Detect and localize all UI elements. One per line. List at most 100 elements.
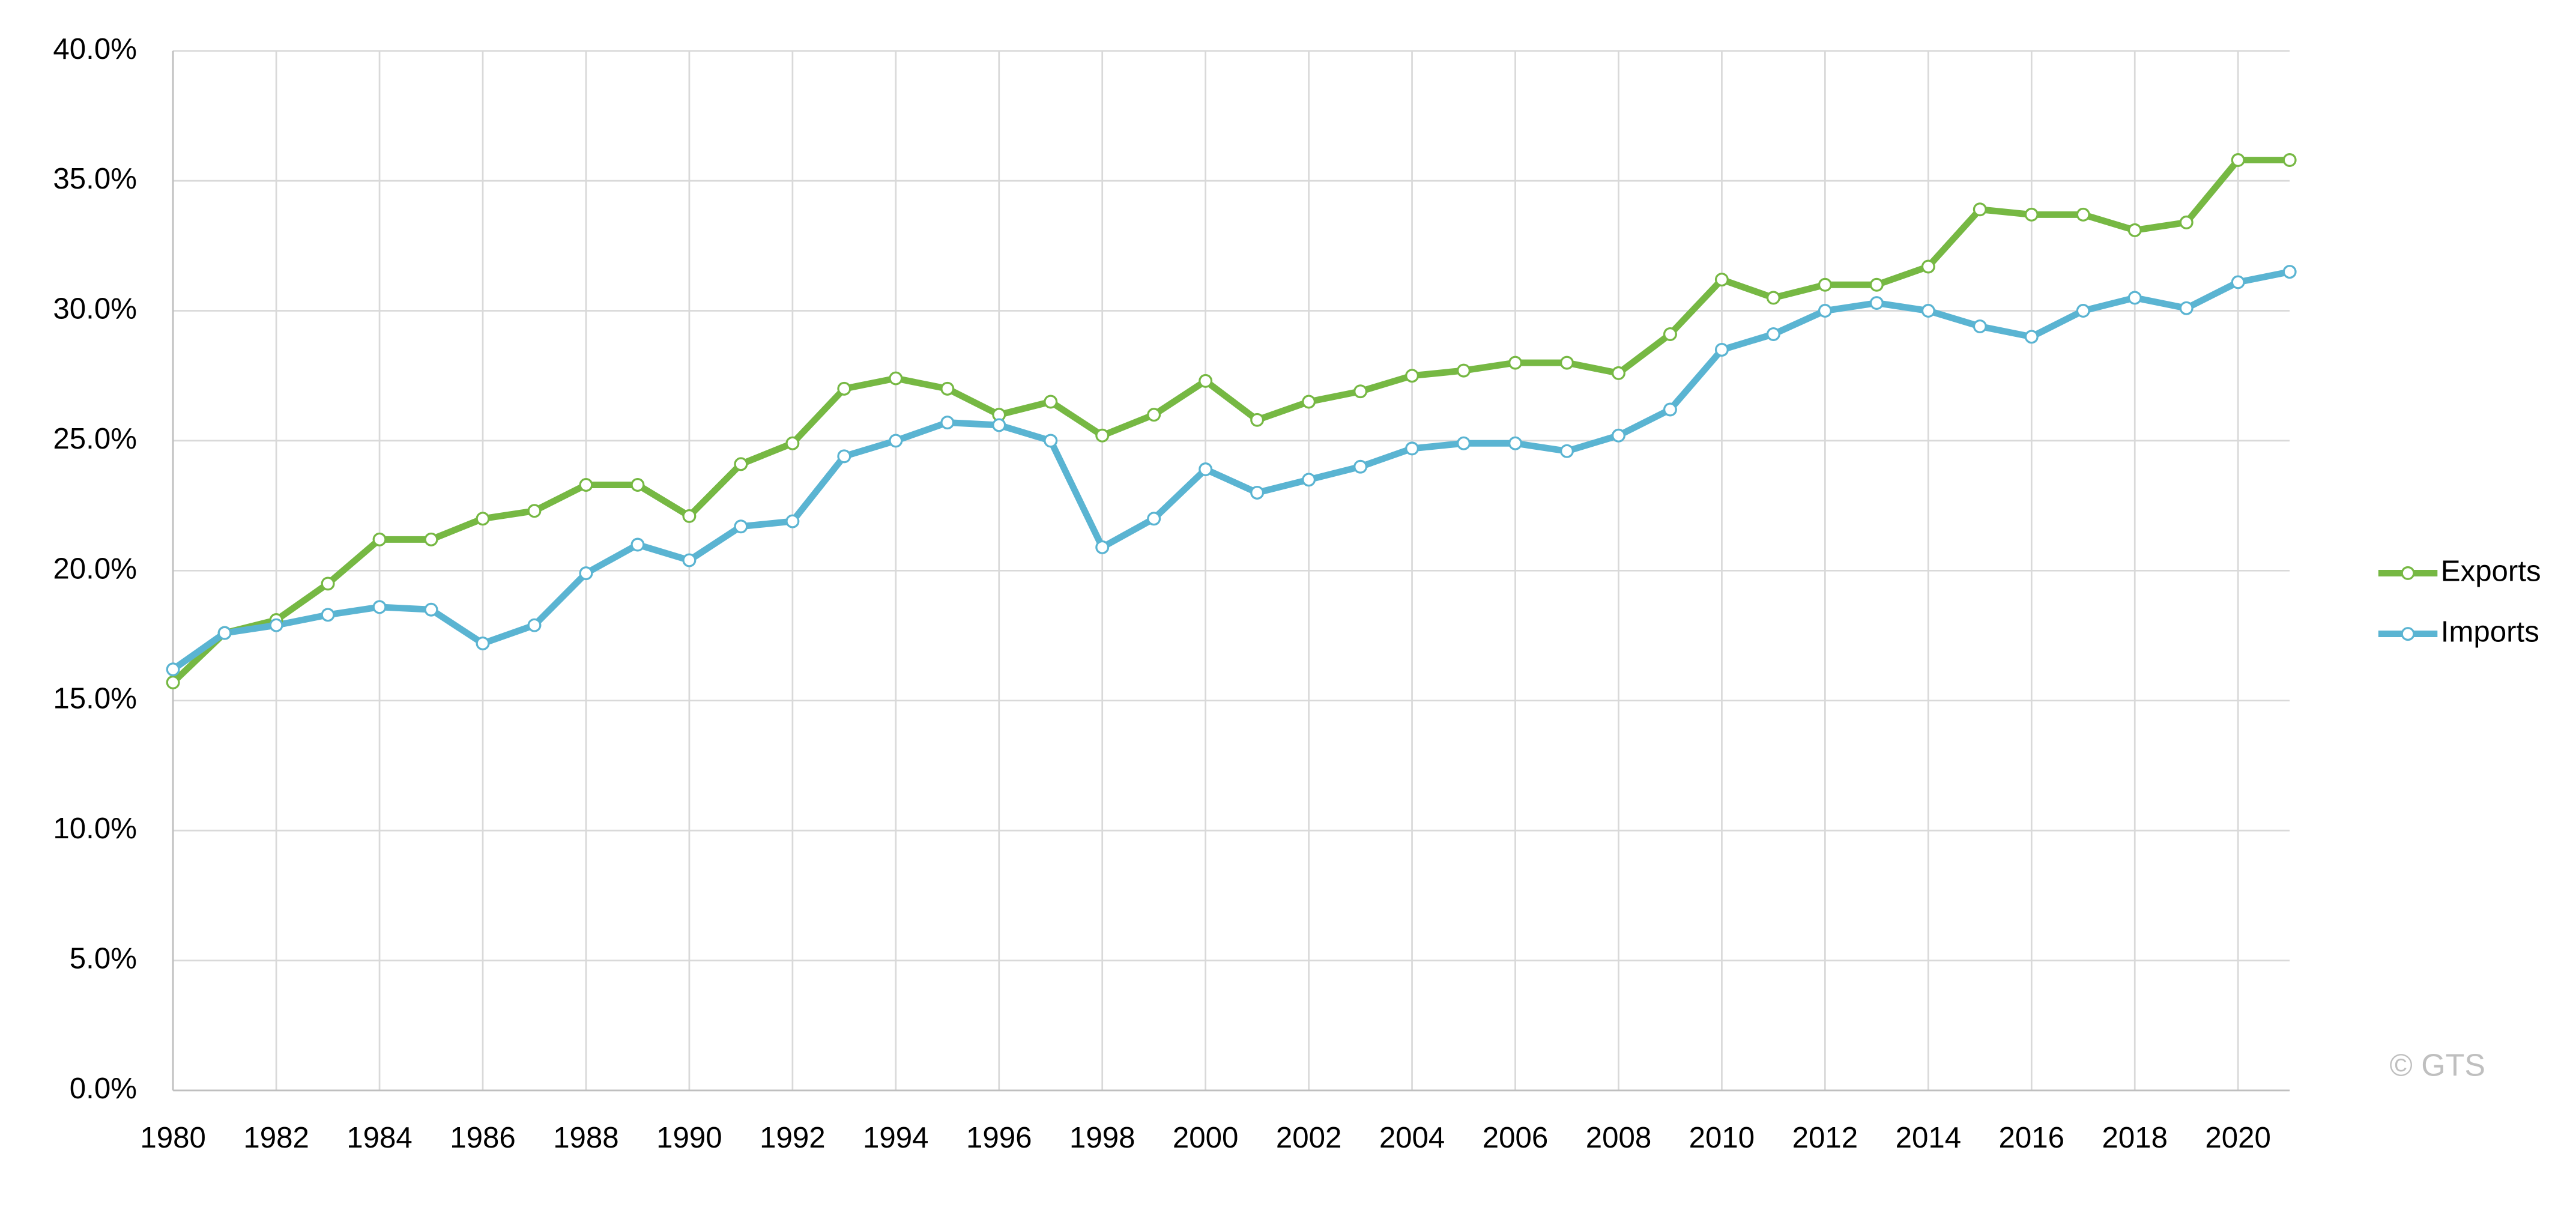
data-point [2231,275,2245,289]
watermark: © GTS [2390,1048,2485,1083]
data-point [889,371,903,386]
data-point [940,416,955,430]
x-tick-label: 1990 [656,1121,722,1154]
data-point [1250,413,1265,427]
data-point [1663,402,1677,417]
data-point [1818,277,1832,292]
data-point [1405,441,1420,456]
data-point [1250,485,1265,500]
data-point [1457,363,1471,378]
data-point [682,553,697,567]
data-point [2179,215,2194,229]
data-point [1095,540,1110,554]
data-point [269,618,283,632]
x-tick-label: 1980 [140,1121,206,1154]
data-point [785,436,800,450]
data-point [1095,428,1110,443]
data-point [1508,436,1523,450]
legend-marker [2401,566,2415,580]
data-point [630,478,645,492]
x-tick-label: 2004 [1379,1121,1445,1154]
data-point [1611,366,1625,380]
data-point [579,478,593,492]
x-tick-label: 2002 [1276,1121,1342,1154]
data-point [1044,434,1058,448]
data-point [1147,512,1161,526]
data-point [1199,374,1213,388]
data-point [424,602,438,617]
legend-label: Imports [2441,616,2539,649]
data-point [1199,462,1213,477]
data-point [2179,301,2194,315]
data-point [1921,259,1935,274]
x-tick-label: 2006 [1483,1121,1549,1154]
data-point [1869,296,1884,310]
data-point [1353,459,1368,474]
data-point [2282,265,2297,279]
data-point [1353,384,1368,399]
data-point [837,449,851,464]
data-point [630,537,645,552]
data-point [992,418,1006,432]
data-point [217,626,232,640]
data-point [1766,291,1780,305]
x-tick-label: 2010 [1689,1121,1755,1154]
legend-label: Exports [2441,554,2541,587]
data-point [1869,277,1884,292]
data-point [2231,153,2245,168]
data-point [424,532,438,546]
data-point [1766,327,1780,341]
data-point [1044,395,1058,409]
y-tick-label: 10.0% [53,812,137,845]
data-point [1560,444,1574,458]
data-point [1818,304,1832,318]
data-point [1508,355,1523,370]
x-tick-label: 1986 [450,1121,516,1154]
y-tick-label: 30.0% [53,292,137,325]
y-tick-label: 25.0% [53,422,137,455]
data-point [940,381,955,396]
y-tick-label: 5.0% [70,942,137,975]
y-tick-label: 20.0% [53,552,137,585]
x-tick-label: 1996 [966,1121,1032,1154]
data-point [2127,291,2142,305]
data-point [837,381,851,396]
data-point [1921,304,1935,318]
data-point [2076,304,2090,318]
data-point [1302,473,1316,487]
x-tick-label: 2000 [1173,1121,1238,1154]
series-line [171,157,2290,685]
x-tick-label: 2014 [1896,1121,1961,1154]
data-point [1560,355,1574,370]
data-point [734,457,748,471]
y-tick-label: 40.0% [53,32,137,65]
data-point [1302,395,1316,409]
data-point [321,608,335,622]
data-point [372,600,387,614]
data-point [166,662,180,677]
data-point [2024,207,2039,222]
data-point [1663,327,1677,341]
data-point [682,509,697,523]
x-tick-label: 1988 [553,1121,619,1154]
data-point [372,532,387,546]
data-point [321,576,335,591]
x-tick-label: 2012 [1792,1121,1858,1154]
x-tick-label: 2018 [2102,1121,2168,1154]
data-point [2127,223,2142,237]
data-point [527,618,542,632]
data-point [1457,436,1471,450]
data-point [579,566,593,581]
data-point [1973,202,1987,217]
x-tick-label: 1982 [243,1121,309,1154]
y-tick-label: 0.0% [70,1072,137,1105]
series-line [171,268,2291,673]
data-point [2076,207,2090,222]
data-point [166,675,180,689]
data-point [1973,319,1987,333]
data-point [889,434,903,448]
data-point [1714,342,1729,357]
x-tick-label: 1994 [863,1121,928,1154]
